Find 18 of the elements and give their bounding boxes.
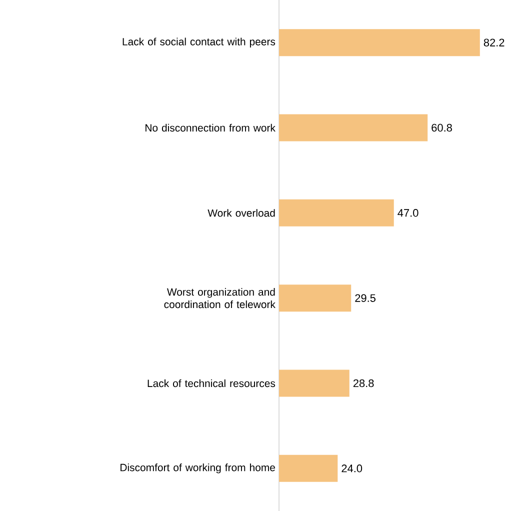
bar	[279, 29, 480, 56]
data-label: 47.0	[398, 209, 418, 217]
y-tick-label: Worst organization and coordination of telework	[164, 288, 276, 308]
data-label: 82.2	[484, 38, 504, 46]
data-label: 28.8	[353, 379, 374, 388]
y-tick-label: Lack of technical resources	[148, 379, 276, 388]
data-label: 60.8	[432, 124, 452, 132]
bar	[279, 284, 352, 312]
bar	[279, 454, 338, 482]
y-tick-label: Work overload	[208, 209, 275, 217]
y-tick-label: No disconnection from work	[146, 124, 276, 132]
bar	[279, 199, 394, 226]
bar	[279, 370, 350, 397]
y-tick-label: Discomfort of working from home	[120, 464, 275, 474]
bar	[279, 114, 428, 142]
data-label: 24.0	[342, 464, 362, 472]
data-label: 29.5	[355, 294, 376, 302]
y-tick-label: Lack of social contact with peers	[122, 38, 276, 48]
